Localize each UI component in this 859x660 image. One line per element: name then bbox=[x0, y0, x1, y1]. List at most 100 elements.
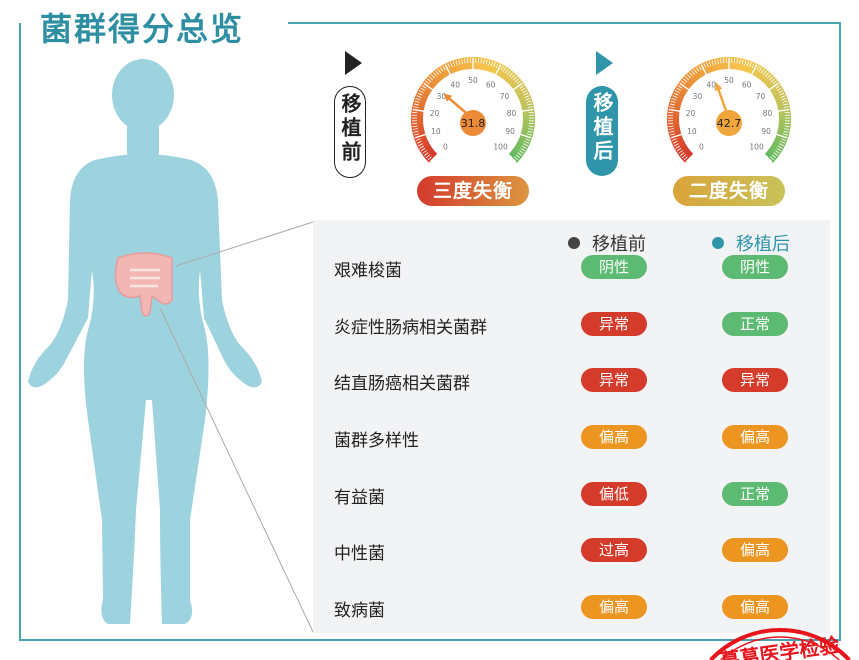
row-label: 结直肠癌相关菌群 bbox=[334, 374, 470, 394]
gauge-tick bbox=[668, 128, 674, 130]
gauge-arc-segment bbox=[432, 68, 445, 82]
gauge-arc-segment bbox=[692, 65, 704, 79]
gauge-tick bbox=[464, 58, 466, 64]
gauge-arc-segment bbox=[709, 58, 718, 72]
gauge-tick bbox=[493, 62, 496, 68]
gauge-arc-segment bbox=[436, 65, 448, 79]
result-badge-before: 偏高 bbox=[581, 595, 647, 619]
stamp-outer-ring bbox=[709, 627, 851, 660]
gauge-tick bbox=[528, 125, 534, 128]
gauge-tick bbox=[717, 59, 719, 65]
gauge-tick bbox=[703, 63, 707, 69]
gauge-tick bbox=[776, 147, 782, 152]
gauge-tick bbox=[720, 58, 722, 64]
gauge-tick bbox=[767, 74, 772, 79]
gauge-tick bbox=[415, 138, 421, 141]
gauge-tick bbox=[413, 106, 419, 109]
result-badge-before: 异常 bbox=[581, 368, 647, 392]
gauge-tick bbox=[480, 58, 482, 64]
gauge-tick bbox=[673, 92, 679, 96]
gauge-tick bbox=[679, 82, 690, 91]
connector-line-bottom bbox=[159, 307, 314, 633]
gauge-tick bbox=[772, 80, 777, 85]
gauge-tick bbox=[758, 67, 763, 72]
result-badge-before: 偏高 bbox=[581, 425, 647, 449]
gauge-tick-label: 80 bbox=[507, 109, 517, 118]
gauge-tick bbox=[512, 82, 523, 91]
gauge-tick bbox=[779, 92, 785, 96]
gauge-tick-label: 70 bbox=[756, 92, 766, 101]
gauge-tick bbox=[435, 70, 439, 75]
play-triangle-icon bbox=[596, 51, 613, 75]
row-label: 炎症性肠病相关菌群 bbox=[334, 318, 487, 338]
gauge-tick bbox=[419, 145, 425, 149]
row-label: 菌群多样性 bbox=[334, 431, 419, 451]
gauge-tick bbox=[773, 152, 779, 156]
gauge-tick bbox=[770, 156, 775, 161]
gauge-tick bbox=[678, 150, 683, 154]
gauge-tick bbox=[714, 59, 717, 65]
gauge-tick bbox=[784, 125, 790, 128]
gauge-tick bbox=[517, 152, 523, 156]
gauge-tick bbox=[685, 153, 695, 163]
gauge-arc-segment bbox=[667, 122, 680, 129]
gauge-tick bbox=[770, 78, 776, 83]
frame-border-left bbox=[19, 23, 21, 641]
gauge-arc-segment bbox=[521, 126, 535, 135]
gauge-tick bbox=[676, 87, 682, 91]
gauge-tick bbox=[522, 90, 528, 94]
gauge-arc-segment bbox=[678, 147, 692, 160]
gauge-tick bbox=[768, 82, 779, 91]
gauge-tick bbox=[426, 78, 432, 83]
gauge-score: 42.7 bbox=[717, 117, 742, 130]
body-silhouette bbox=[28, 59, 262, 624]
gauge-tick bbox=[458, 59, 461, 65]
gauge-needle-head bbox=[443, 93, 453, 102]
gauge-hub bbox=[716, 110, 742, 136]
gauge-tick bbox=[684, 76, 690, 81]
gauge-tick bbox=[677, 85, 683, 89]
gauge-tick bbox=[681, 154, 687, 159]
stamp-seal: 慕葛医学检验 bbox=[709, 627, 851, 660]
gauge-tick-label: 0 bbox=[443, 143, 448, 152]
gauge-tick bbox=[775, 150, 780, 154]
gauge-tick bbox=[519, 85, 525, 89]
gauge-tick bbox=[749, 62, 752, 68]
gauge-tick bbox=[523, 143, 528, 147]
gauge-tick bbox=[768, 76, 774, 81]
gauge-tick-label: 20 bbox=[430, 109, 440, 118]
gauge-tick bbox=[784, 111, 790, 114]
gauge-tick bbox=[450, 62, 453, 68]
gauge-tick bbox=[525, 138, 531, 141]
stamp-inner-ring bbox=[720, 636, 840, 660]
gauge-arc-segment bbox=[777, 126, 791, 135]
gauge-tick bbox=[669, 130, 675, 133]
gauge-tick bbox=[782, 133, 788, 136]
gauge-tick bbox=[511, 74, 516, 79]
gauge-arc-segment bbox=[414, 94, 428, 104]
gauge-tick bbox=[485, 59, 488, 65]
gauge-tick bbox=[777, 145, 783, 149]
gauge-tick bbox=[521, 145, 527, 149]
gauge-tick-label: 20 bbox=[686, 109, 696, 118]
gauge-tick bbox=[455, 60, 458, 66]
page-title: 菌群得分总览 bbox=[40, 10, 245, 48]
gauge-tick bbox=[525, 97, 531, 101]
gauge-tick-label: 40 bbox=[451, 80, 461, 89]
status-badge-after: 二度失衡 bbox=[673, 176, 785, 206]
gauge-tick bbox=[444, 64, 452, 76]
result-badge-before: 异常 bbox=[581, 312, 647, 336]
gauge-tick bbox=[528, 128, 534, 130]
gauge-tick bbox=[760, 68, 765, 74]
gauge-score: 31.8 bbox=[461, 117, 486, 130]
gauge-tick bbox=[495, 63, 499, 69]
gauge-arc-segment bbox=[517, 90, 531, 101]
gauge-tick bbox=[744, 60, 747, 66]
result-badge-before: 阴性 bbox=[581, 255, 647, 279]
gauge-tick bbox=[765, 72, 769, 77]
gauge-tick bbox=[783, 130, 789, 133]
gauge-tick bbox=[784, 128, 790, 130]
gauge-tick bbox=[425, 154, 431, 159]
legend-dot bbox=[712, 237, 724, 249]
gauge-after: 010 20 30 40 50 60 70 80 90 100 42.7 bbox=[667, 57, 791, 164]
